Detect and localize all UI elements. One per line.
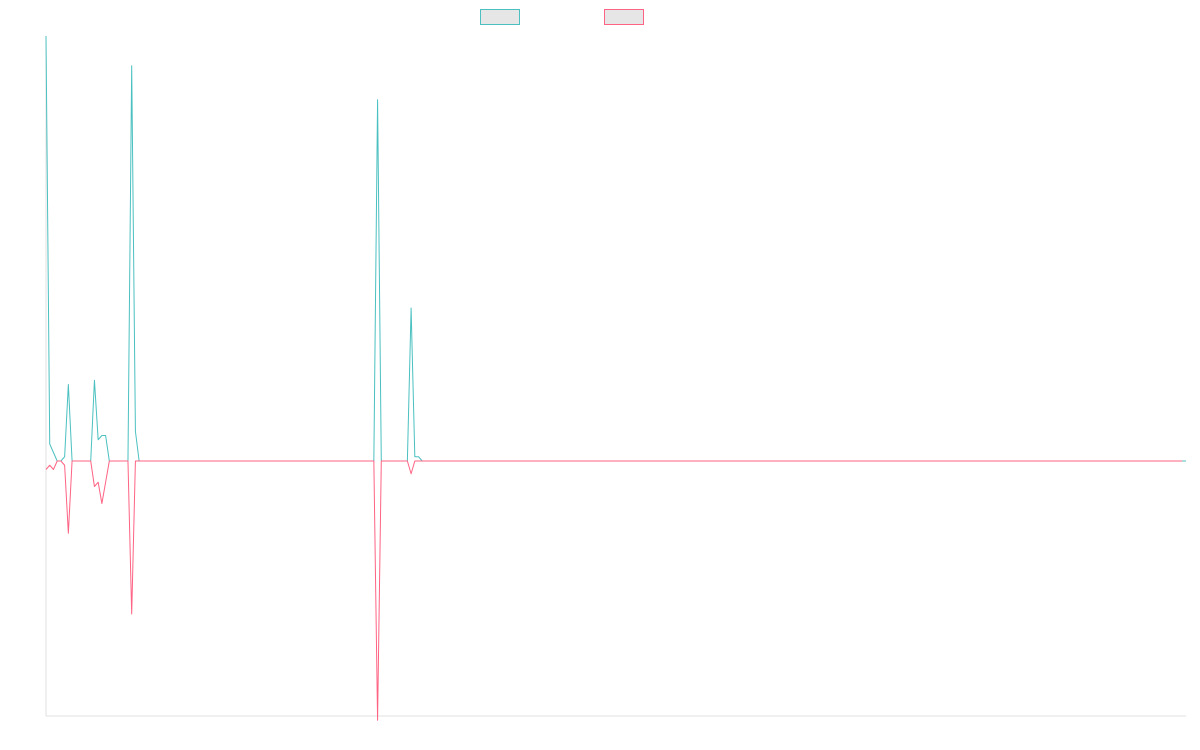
legend-item-series-2[interactable]	[604, 9, 650, 25]
legend-item-series-1[interactable]	[480, 9, 526, 25]
legend-swatch-series-2	[604, 9, 644, 25]
series-line-2	[45, 460, 1183, 721]
series-group	[45, 35, 1186, 721]
legend-swatch-series-1	[480, 9, 520, 25]
series-line-1	[45, 35, 1186, 462]
